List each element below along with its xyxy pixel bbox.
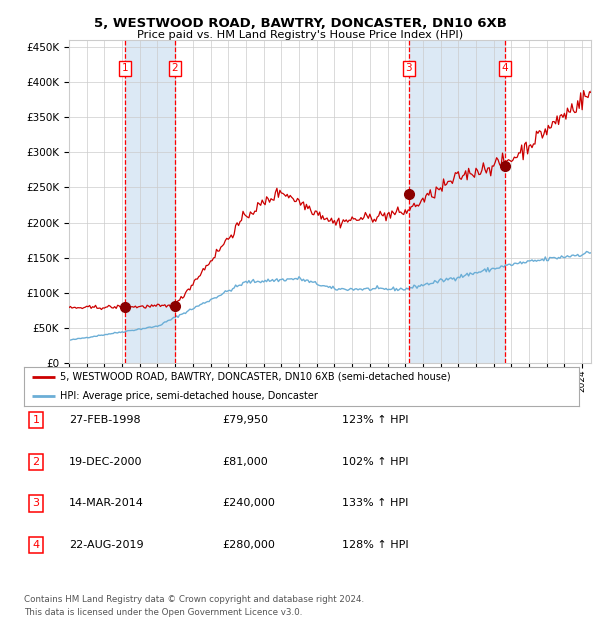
Text: 123% ↑ HPI: 123% ↑ HPI [342,415,409,425]
Text: 27-FEB-1998: 27-FEB-1998 [69,415,140,425]
Bar [125,40,175,363]
Text: £280,000: £280,000 [222,540,275,550]
Text: 102% ↑ HPI: 102% ↑ HPI [342,457,409,467]
Text: 19-DEC-2000: 19-DEC-2000 [69,457,143,467]
Text: 5, WESTWOOD ROAD, BAWTRY, DONCASTER, DN10 6XB (semi-detached house): 5, WESTWOOD ROAD, BAWTRY, DONCASTER, DN1… [60,372,451,382]
Text: 1: 1 [121,63,128,73]
Text: £81,000: £81,000 [222,457,268,467]
Text: 14-MAR-2014: 14-MAR-2014 [69,498,144,508]
Text: 4: 4 [32,540,40,550]
Text: 1: 1 [32,415,40,425]
Text: HPI: Average price, semi-detached house, Doncaster: HPI: Average price, semi-detached house,… [60,391,318,401]
Text: Price paid vs. HM Land Registry's House Price Index (HPI): Price paid vs. HM Land Registry's House … [137,30,463,40]
Text: 128% ↑ HPI: 128% ↑ HPI [342,540,409,550]
Text: 4: 4 [502,63,508,73]
Text: 5, WESTWOOD ROAD, BAWTRY, DONCASTER, DN10 6XB: 5, WESTWOOD ROAD, BAWTRY, DONCASTER, DN1… [94,17,506,30]
Text: 3: 3 [32,498,40,508]
Text: 3: 3 [406,63,412,73]
Text: Contains HM Land Registry data © Crown copyright and database right 2024.
This d: Contains HM Land Registry data © Crown c… [24,595,364,617]
Text: £79,950: £79,950 [222,415,268,425]
Text: £240,000: £240,000 [222,498,275,508]
Bar [409,40,505,363]
Text: 2: 2 [32,457,40,467]
Text: 2: 2 [172,63,178,73]
Text: 133% ↑ HPI: 133% ↑ HPI [342,498,409,508]
Text: 22-AUG-2019: 22-AUG-2019 [69,540,143,550]
